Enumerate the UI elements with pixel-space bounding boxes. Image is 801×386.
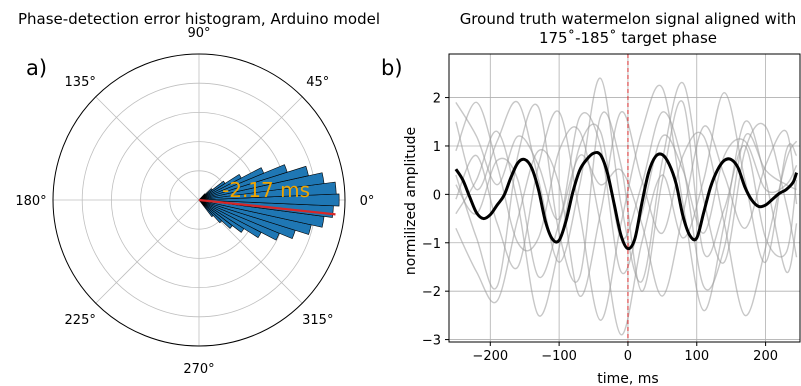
trial-trace <box>455 111 797 317</box>
y-tick-label: 2 <box>433 92 441 107</box>
y-tick-label: 1 <box>433 140 441 155</box>
x-tick-label: 200 <box>753 349 778 364</box>
x-tick-label: −100 <box>541 349 577 364</box>
x-tick-label: 100 <box>684 349 709 364</box>
plot-area <box>449 54 800 342</box>
polar-grid-spoke <box>95 96 200 201</box>
polar-angle-label: 135° <box>65 75 96 90</box>
line-title-line-2: 175˚-185˚ target phase <box>539 29 717 47</box>
trial-trace <box>455 84 798 321</box>
y-tick-label: −1 <box>422 237 441 252</box>
x-axis-label: time, ms <box>597 371 658 386</box>
y-tick-label: 0 <box>433 188 441 203</box>
polar-angle-label: 270° <box>183 362 214 377</box>
polar-angle-label: 180° <box>15 194 46 209</box>
mean-signal-line <box>454 150 798 251</box>
polar-grid-spoke <box>95 199 200 304</box>
x-tick-label: −200 <box>472 349 508 364</box>
polar-angle-label: 0° <box>360 194 375 209</box>
polar-bar <box>198 193 340 207</box>
polar-outer-ring <box>52 53 346 347</box>
plot-series-group <box>454 54 798 342</box>
polar-bar <box>198 193 206 201</box>
panel-label-b: b) <box>381 56 403 80</box>
y-axis-label: normilized amplitude <box>403 127 419 275</box>
polar-mean-annotation: -2.17 ms <box>222 178 310 202</box>
polar-angle-label: 225° <box>65 313 96 328</box>
polar-angle-label: 45° <box>306 75 329 90</box>
polar-angle-label: 90° <box>187 26 210 41</box>
axes-frame <box>448 53 801 343</box>
polar-mean-line <box>198 198 336 216</box>
polar-plot: 0° 45° 90° 135° 180° 225° 270° 315° <box>15 26 374 377</box>
trial-trace <box>455 111 798 317</box>
line-plot: −200 −100 0 100 200 −3 −2 −1 0 1 2 <box>422 53 801 364</box>
trial-trace <box>455 77 798 283</box>
polar-grid-spoke <box>198 96 303 201</box>
polar-angle-label: 315° <box>302 313 333 328</box>
line-title-line-1: Ground truth watermelon signal aligned w… <box>460 10 797 28</box>
y-tick-label: −2 <box>422 285 441 300</box>
polar-title: Phase-detection error histogram, Arduino… <box>18 10 380 28</box>
x-tick-label: 0 <box>624 349 632 364</box>
trial-trace <box>455 125 798 297</box>
y-tick-label: −3 <box>422 334 441 349</box>
panel-label-a: a) <box>26 56 47 80</box>
